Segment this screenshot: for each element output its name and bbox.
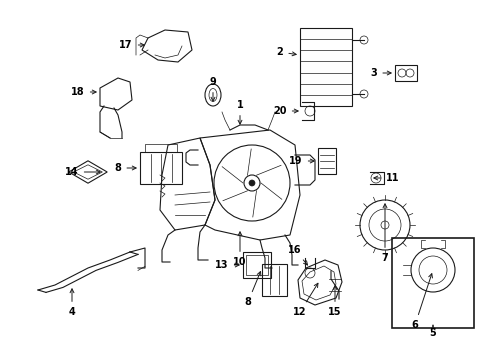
Text: 10: 10 bbox=[233, 232, 246, 267]
Text: 6: 6 bbox=[411, 274, 431, 330]
Text: 1: 1 bbox=[236, 100, 243, 124]
Text: 19: 19 bbox=[289, 156, 313, 166]
Text: 20: 20 bbox=[273, 106, 298, 116]
Bar bbox=[391, 238, 473, 328]
Bar bbox=[140, 152, 182, 184]
Bar bbox=[262, 264, 286, 296]
Text: 5: 5 bbox=[429, 325, 435, 338]
Text: 3: 3 bbox=[370, 68, 390, 78]
Text: 7: 7 bbox=[381, 204, 387, 263]
Text: 11: 11 bbox=[373, 173, 399, 183]
Text: 14: 14 bbox=[65, 167, 100, 177]
Circle shape bbox=[248, 180, 254, 186]
Text: 18: 18 bbox=[71, 87, 96, 97]
Text: 9: 9 bbox=[209, 77, 216, 101]
Text: 12: 12 bbox=[293, 283, 317, 317]
Bar bbox=[317, 148, 335, 174]
Text: 2: 2 bbox=[276, 47, 296, 57]
Text: 4: 4 bbox=[68, 289, 75, 317]
Bar bbox=[245, 255, 267, 275]
Text: 13: 13 bbox=[215, 260, 239, 270]
Text: 17: 17 bbox=[119, 40, 144, 50]
Text: 15: 15 bbox=[327, 286, 341, 317]
Text: 8: 8 bbox=[244, 271, 260, 307]
Bar bbox=[243, 252, 270, 278]
Text: 16: 16 bbox=[287, 245, 307, 265]
Bar bbox=[299, 28, 351, 106]
Bar bbox=[394, 65, 416, 81]
Text: 8: 8 bbox=[114, 163, 136, 173]
